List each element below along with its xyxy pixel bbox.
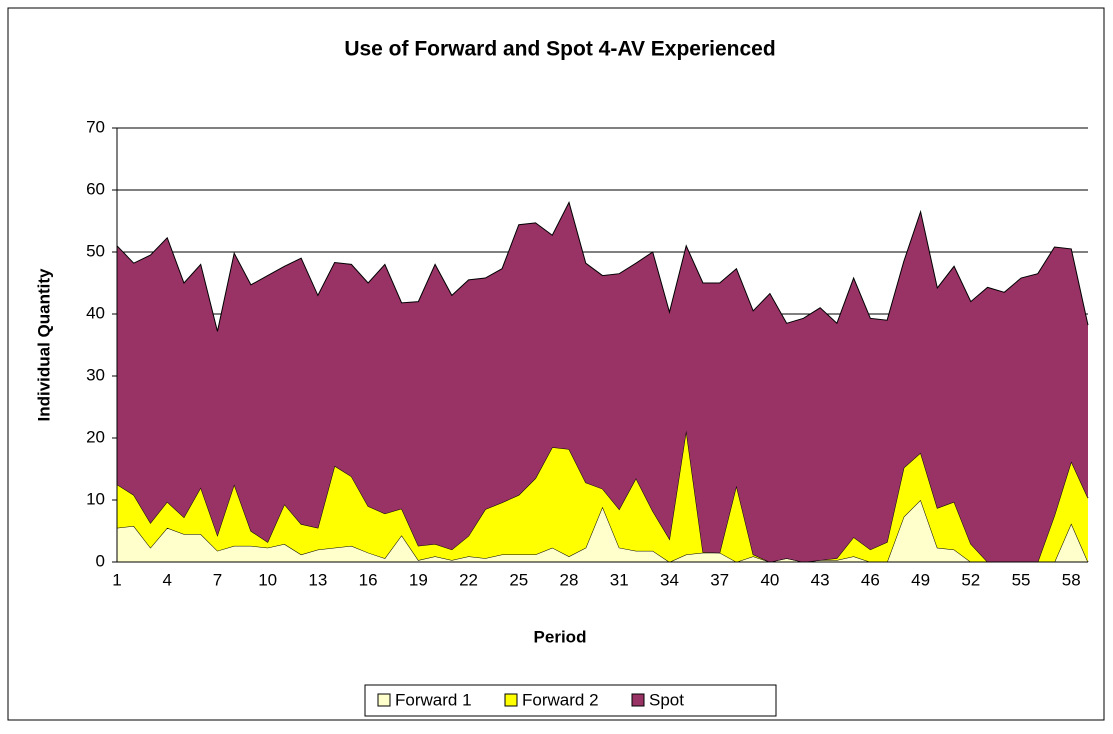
legend-label: Forward 1 xyxy=(395,690,472,709)
area-fill xyxy=(117,500,1088,562)
y-tick-label: 70 xyxy=(86,117,105,136)
y-tick-label: 40 xyxy=(86,303,105,322)
x-tick-label: 58 xyxy=(1062,570,1081,589)
y-tick-label: 50 xyxy=(86,241,105,260)
legend-box xyxy=(364,684,777,717)
x-tick-label: 52 xyxy=(961,570,980,589)
x-tick-label: 43 xyxy=(811,570,830,589)
x-tick-label: 13 xyxy=(308,570,327,589)
x-tick-label: 31 xyxy=(610,570,629,589)
x-tick-label: 55 xyxy=(1012,570,1031,589)
x-tick-label: 37 xyxy=(710,570,729,589)
x-tick-label: 16 xyxy=(359,570,378,589)
chart-title: Use of Forward and Spot 4-AV Experienced xyxy=(344,38,775,61)
x-tick-label: 46 xyxy=(861,570,880,589)
x-tick-label: 7 xyxy=(213,570,222,589)
area-edge xyxy=(116,201,1089,332)
legend-swatch xyxy=(377,693,391,707)
x-tick-label: 49 xyxy=(911,570,930,589)
y-tick-label: 60 xyxy=(86,179,105,198)
y-axis-label: Individual Quantity xyxy=(34,268,53,422)
x-tick-label: 1 xyxy=(112,570,121,589)
x-tick-label: 10 xyxy=(258,570,277,589)
x-tick-label: 28 xyxy=(560,570,579,589)
legend-swatch xyxy=(504,693,518,707)
legend-swatch xyxy=(631,693,645,707)
y-tick-label: 20 xyxy=(86,427,105,446)
x-tick-label: 34 xyxy=(660,570,679,589)
area-fill xyxy=(117,202,1088,562)
legend-label: Spot xyxy=(649,690,684,709)
y-tick-label: 0 xyxy=(96,551,105,570)
area-fill xyxy=(117,430,1088,562)
x-tick-label: 4 xyxy=(162,570,171,589)
x-tick-label: 22 xyxy=(459,570,478,589)
x-tick-label: 25 xyxy=(509,570,528,589)
x-tick-label: 19 xyxy=(409,570,428,589)
x-tick-label: 40 xyxy=(760,570,779,589)
x-axis-label: Period xyxy=(534,627,587,646)
legend-label: Forward 2 xyxy=(522,690,599,709)
y-tick-label: 30 xyxy=(86,365,105,384)
y-tick-label: 10 xyxy=(86,489,105,508)
